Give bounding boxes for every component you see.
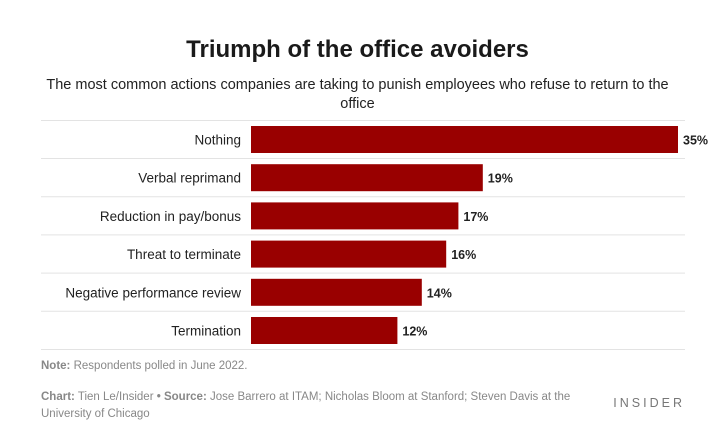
- note-text: Respondents polled in June 2022.: [73, 360, 248, 372]
- bar: [251, 164, 483, 192]
- chart-subtitle: The most common actions companies are ta…: [46, 77, 669, 112]
- category-label: Nothing: [194, 133, 241, 148]
- value-label: 12%: [402, 325, 427, 339]
- category-label: Negative performance review: [65, 285, 241, 300]
- bar: [251, 126, 678, 153]
- category-label: Threat to terminate: [127, 247, 241, 262]
- value-label: 19%: [488, 172, 513, 186]
- chart-credit-text: Tien Le/Insider: [77, 391, 154, 403]
- value-label: 17%: [463, 210, 488, 224]
- value-label: 14%: [427, 286, 452, 300]
- bar: [251, 202, 459, 230]
- insider-logo: INSIDER: [613, 396, 685, 410]
- note-line: Note: Respondents polled in June 2022.: [41, 360, 601, 372]
- bar: [251, 240, 447, 268]
- source-text: Jose Barrero at ITAM; Nicholas Bloom at …: [41, 391, 571, 420]
- category-label: Verbal reprimand: [138, 171, 241, 186]
- value-label: 35%: [683, 134, 708, 148]
- bar: [251, 278, 422, 306]
- chart-credit-label: Chart:: [41, 391, 75, 403]
- credit-separator: •: [156, 391, 161, 403]
- chart-footer: Note: Respondents polled in June 2022. C…: [41, 360, 601, 423]
- source-line: Chart: Tien Le/Insider • Source: Jose Ba…: [41, 389, 601, 423]
- note-label: Note:: [41, 360, 71, 372]
- category-label: Termination: [171, 324, 241, 339]
- value-label: 16%: [451, 248, 476, 262]
- chart-title: Triumph of the office avoiders: [186, 36, 529, 63]
- source-label: Source:: [163, 391, 207, 403]
- bar: [251, 317, 398, 344]
- category-label: Reduction in pay/bonus: [100, 209, 241, 224]
